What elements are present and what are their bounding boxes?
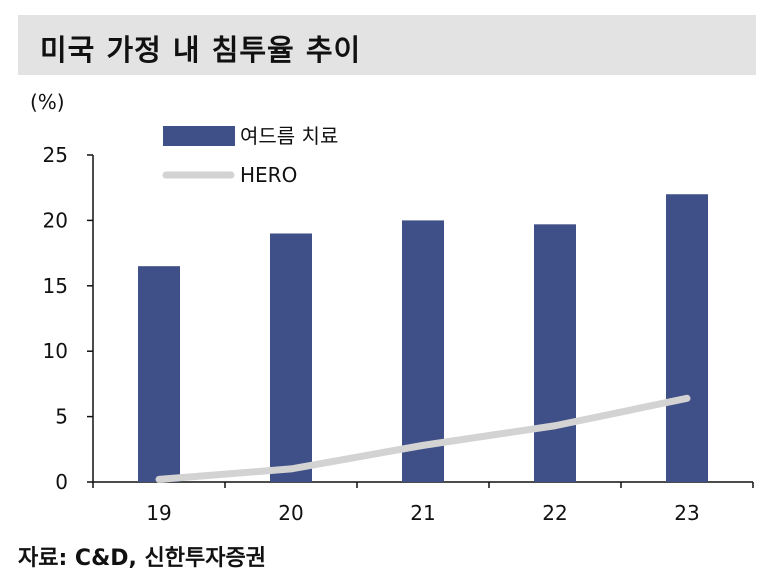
x-tick-label: 19: [146, 501, 171, 525]
legend-label-line: HERO: [240, 163, 297, 187]
hero-line: [155, 394, 691, 483]
x-tick-label: 20: [278, 501, 303, 525]
y-tick-label: 5: [55, 405, 68, 429]
bar: [402, 220, 444, 482]
x-tick-label: 22: [542, 501, 567, 525]
bar: [138, 266, 180, 482]
chart-area: 0 5 10 15 20 25 19 20 21 22 23 여드름 치료 HERO: [43, 124, 754, 525]
x-tick-label: 23: [674, 501, 699, 525]
chart-title: 미국 가정 내 침투율 추이: [40, 33, 362, 67]
y-tick-label: 0: [55, 470, 68, 494]
y-tick-label: 25: [43, 143, 68, 167]
bar: [534, 224, 576, 482]
y-tick-label: 20: [43, 208, 68, 232]
source-note: 자료: C&D, 신한투자증권: [18, 546, 266, 571]
y-tick-label: 10: [43, 339, 68, 363]
title-bar: 미국 가정 내 침투율 추이: [18, 15, 756, 75]
bar: [270, 233, 312, 482]
x-tick-label: 21: [410, 501, 435, 525]
bar: [666, 194, 708, 483]
legend-label-bar: 여드름 치료: [240, 124, 338, 148]
legend-swatch-bar: [163, 126, 235, 146]
y-axis-unit-label: (%): [30, 90, 65, 114]
y-tick-label: 15: [43, 274, 68, 298]
